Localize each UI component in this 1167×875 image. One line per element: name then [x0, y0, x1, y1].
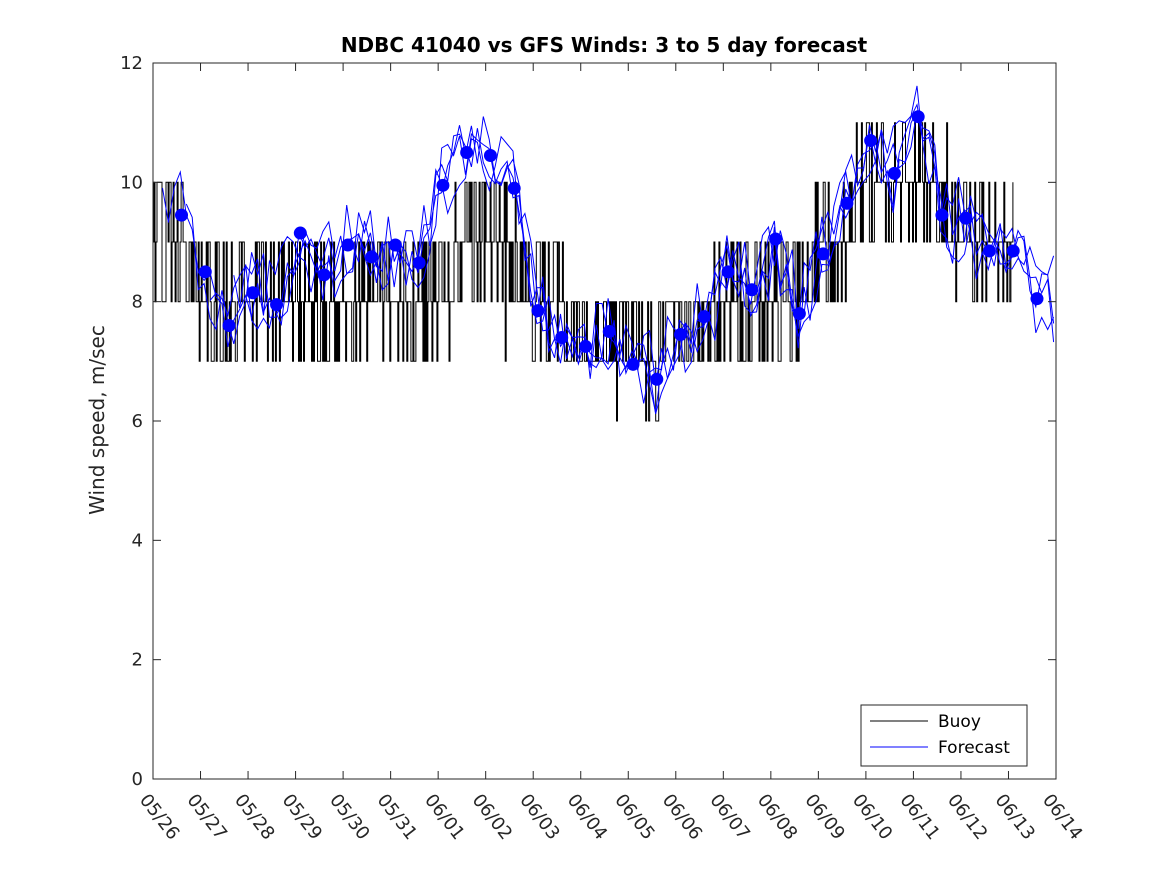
forecast-series-line — [185, 103, 1055, 386]
forecast-marker — [460, 146, 474, 159]
y-tick-label: 6 — [132, 411, 143, 432]
forecast-series-line — [233, 85, 1055, 415]
y-tick-label: 0 — [132, 769, 143, 790]
forecast-marker — [840, 196, 854, 210]
chart-legend: Buoy Forecast — [860, 704, 1028, 767]
forecast-marker — [341, 238, 355, 252]
forecast-marker — [887, 166, 901, 180]
forecast-marker — [531, 304, 545, 318]
forecast-marker — [365, 250, 379, 264]
forecast-marker — [792, 307, 806, 321]
forecast-marker — [982, 244, 996, 258]
forecast-marker — [175, 208, 189, 222]
forecast-marker — [650, 372, 664, 386]
forecast-marker — [602, 325, 616, 338]
forecast-marker — [293, 226, 307, 240]
forecast-marker — [578, 339, 592, 353]
forecast-marker — [1006, 244, 1020, 258]
y-tick-label: 10 — [120, 172, 143, 193]
y-tick-label: 8 — [132, 292, 143, 313]
forecast-marker — [769, 232, 783, 246]
forecast-marker — [816, 247, 830, 261]
y-axis: 0 2 4 6 8 10 12 — [120, 53, 1056, 790]
chart-title: NDBC 41040 vs GFS Winds: 3 to 5 day fore… — [341, 33, 868, 57]
forecast-marker — [412, 256, 426, 270]
forecast-marker — [483, 148, 497, 162]
forecast-marker — [317, 268, 331, 282]
legend-forecast-label: Forecast — [938, 738, 1010, 758]
forecast-marker — [697, 310, 711, 324]
y-axis-label: Wind speed, m/sec — [85, 325, 109, 515]
forecast-marker — [674, 327, 688, 341]
y-tick-label: 12 — [120, 53, 143, 74]
forecast-marker — [745, 283, 759, 297]
forecast-marker — [507, 181, 521, 195]
forecast-marker — [222, 319, 236, 333]
forecast-marker — [436, 178, 450, 192]
legend-box — [860, 704, 1028, 767]
forecast-marker — [555, 330, 569, 344]
forecast-marker — [246, 286, 260, 300]
forecast-marker — [626, 357, 640, 371]
forecast-marker — [270, 298, 284, 312]
forecast-series-line — [209, 110, 1055, 413]
forecast-marker — [935, 208, 949, 222]
forecast-marker — [1030, 292, 1044, 306]
forecast-marker — [911, 110, 925, 124]
y-tick-label: 2 — [132, 650, 143, 671]
forecast-marker — [864, 134, 878, 148]
y-tick-label: 4 — [132, 530, 143, 551]
forecast-marker — [959, 211, 973, 225]
forecast-marker — [721, 265, 735, 279]
forecast-marker — [198, 265, 212, 279]
legend-buoy-label: Buoy — [938, 712, 981, 732]
forecast-marker — [388, 238, 402, 252]
